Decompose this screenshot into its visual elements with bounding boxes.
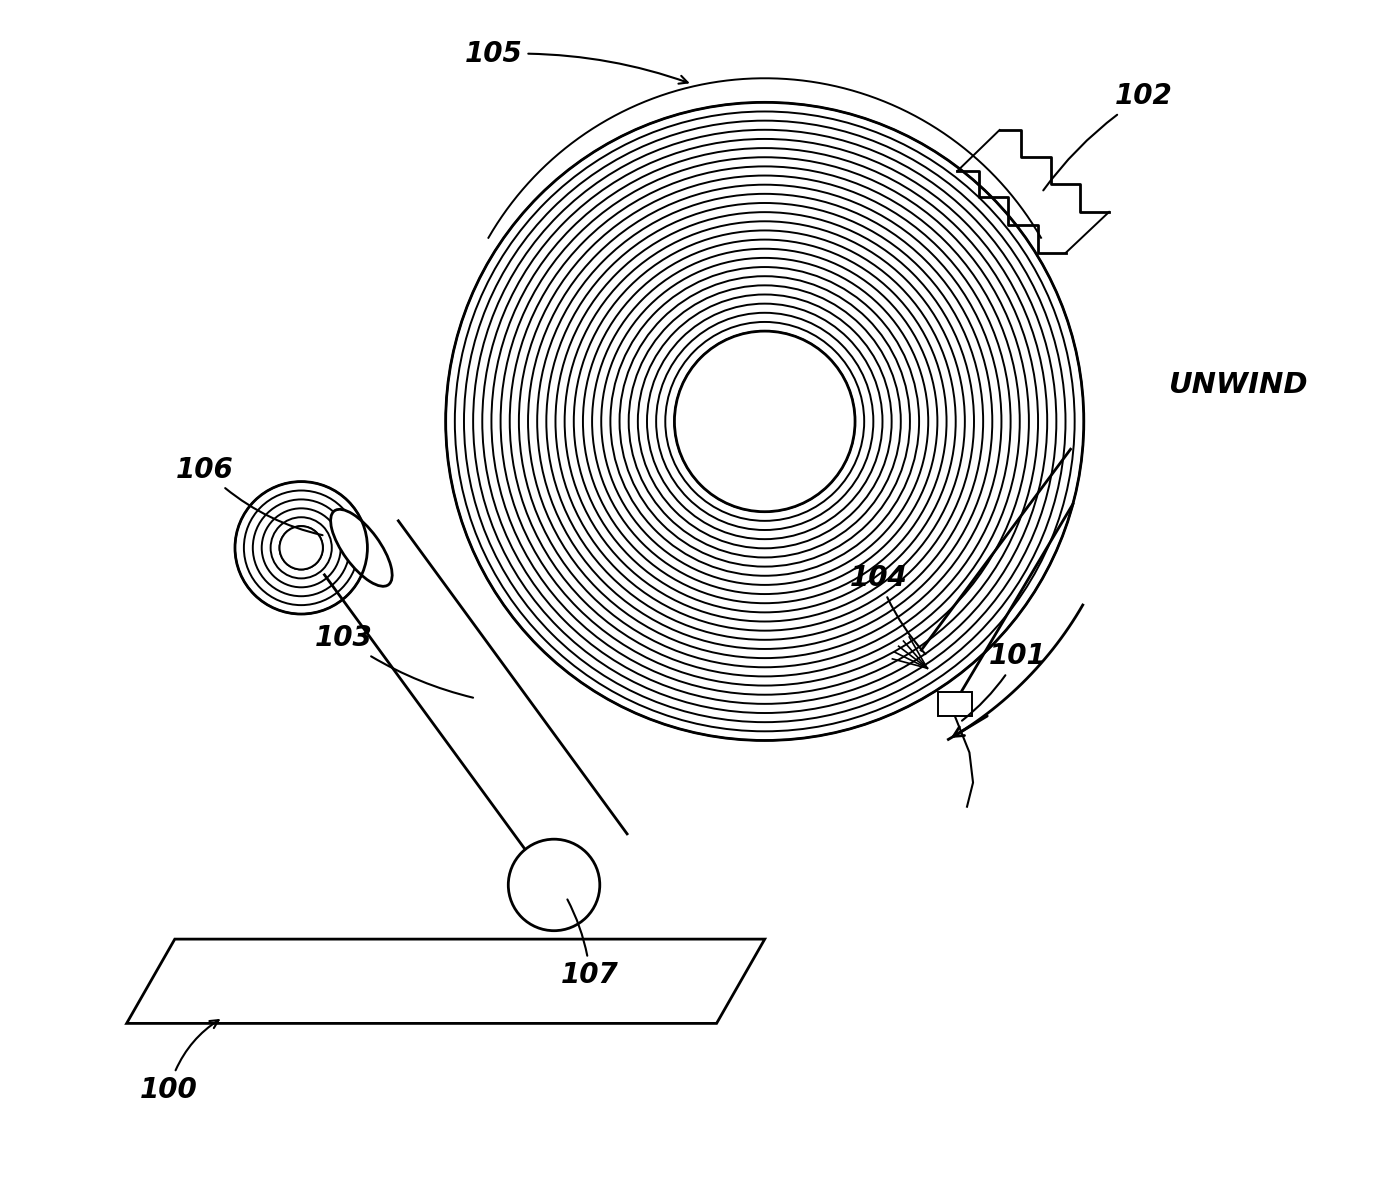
Circle shape xyxy=(508,839,600,931)
Circle shape xyxy=(235,482,367,614)
Polygon shape xyxy=(126,939,765,1023)
Circle shape xyxy=(446,102,1084,740)
Text: 104: 104 xyxy=(850,563,925,654)
Text: 101: 101 xyxy=(963,642,1047,721)
Text: 102: 102 xyxy=(1043,82,1173,190)
Circle shape xyxy=(674,331,855,512)
Text: 106: 106 xyxy=(176,455,323,536)
Text: 103: 103 xyxy=(314,624,474,697)
Text: UNWIND: UNWIND xyxy=(1168,371,1307,400)
Text: 105: 105 xyxy=(465,40,688,84)
Text: 100: 100 xyxy=(140,1020,219,1104)
Bar xyxy=(938,692,972,716)
Text: 107: 107 xyxy=(561,899,619,990)
Circle shape xyxy=(280,526,323,569)
Ellipse shape xyxy=(331,509,392,586)
